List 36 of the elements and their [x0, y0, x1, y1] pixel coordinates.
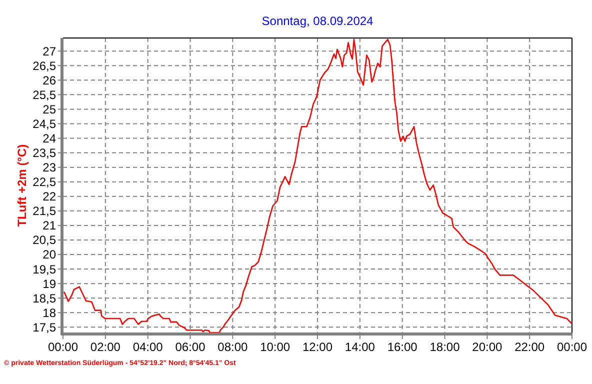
y-tick-label: 21,5 [32, 204, 56, 218]
x-tick-label: 10:00 [260, 340, 290, 354]
x-tick-label: 20:00 [472, 340, 503, 354]
y-tick-label: 23,5 [32, 146, 56, 160]
y-tick-label: 19,5 [32, 262, 56, 276]
x-tick-label: 22:00 [514, 340, 545, 354]
x-tick-label: 16:00 [387, 340, 418, 354]
y-tick-label: 26,5 [32, 58, 56, 73]
x-tick-label: 18:00 [430, 340, 460, 354]
y-tick-label: 24,5 [32, 116, 56, 131]
x-tick-label: 06:00 [175, 340, 206, 354]
y-tick-label: 20,5 [32, 233, 56, 248]
y-tick-label: 23 [42, 160, 56, 175]
x-tick-label: 12:00 [302, 340, 333, 354]
y-axis-title: TLuft +2m (°C) [15, 144, 29, 227]
y-tick-label: 19 [42, 276, 56, 291]
x-tick-label: 08:00 [218, 340, 248, 354]
y-tick-label: 26 [42, 73, 56, 88]
y-tick-label: 25,5 [32, 88, 56, 102]
line-series [63, 38, 572, 333]
x-tick-label: 04:00 [132, 340, 164, 354]
x-tick-label: 00:00 [556, 340, 588, 354]
x-tick-label: 14:00 [344, 340, 376, 354]
y-tick-label: 20 [42, 248, 56, 262]
y-tick-label: 24 [42, 131, 56, 146]
y-tick-label: 17,5 [32, 320, 56, 334]
chart-title: Sonntag, 08.09.2024 [262, 14, 374, 28]
y-tick-label: 21 [42, 218, 56, 233]
y-tick-label: 18 [42, 306, 56, 320]
x-tick-label: 02:00 [90, 340, 121, 354]
x-tick-label: 00:00 [48, 340, 78, 354]
y-tick-label: 22,5 [32, 175, 56, 190]
y-tick-label: 18,5 [32, 291, 56, 306]
y-tick-label: 22 [42, 190, 56, 204]
y-tick-label: 25 [42, 102, 56, 116]
y-tick-label: 27 [42, 44, 56, 58]
